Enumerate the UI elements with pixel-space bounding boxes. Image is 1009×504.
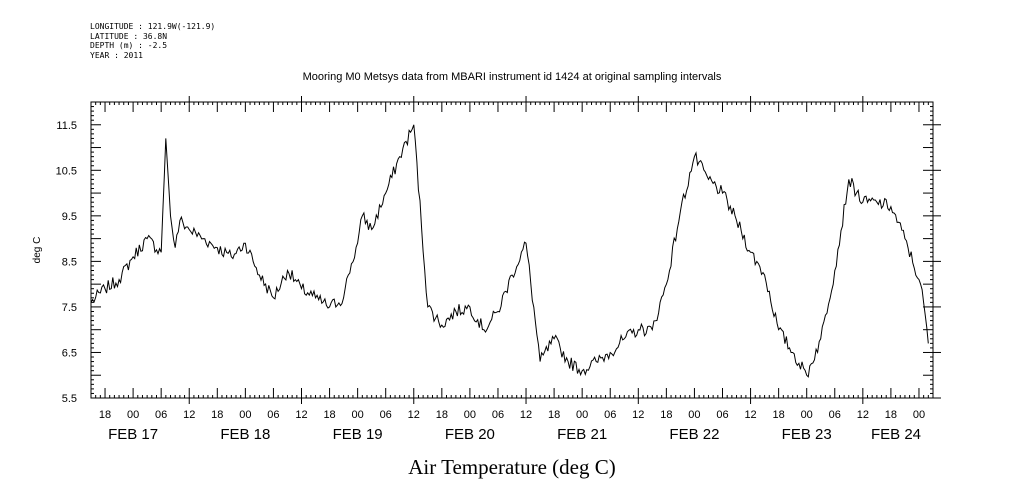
- hour-tick-label: 18: [773, 409, 785, 421]
- y-tick-label: 7.5: [62, 302, 77, 314]
- hour-tick-label: 18: [211, 409, 223, 421]
- hour-tick-label: 00: [801, 409, 813, 421]
- hour-tick-label: 06: [604, 409, 616, 421]
- day-label: FEB 24: [871, 426, 921, 443]
- day-label: FEB 22: [669, 426, 719, 443]
- x-axis-label: Air Temperature (deg C): [408, 455, 615, 479]
- y-tick-label: 6.5: [62, 347, 77, 359]
- hour-tick-label: 00: [352, 409, 364, 421]
- labels-layer: 18 00 06 12 18 00 06 12 18 00 06 12 18 00 06 12 18 00 06 12…: [56, 120, 926, 443]
- hour-tick-label: 18: [660, 409, 672, 421]
- y-tick-label: 8.5: [62, 256, 77, 268]
- chart-title: Mooring M0 Metsys data from MBARI instru…: [303, 71, 722, 83]
- hour-tick-label: 12: [857, 409, 869, 421]
- y-tick-label: 11.5: [56, 120, 77, 132]
- day-label: FEB 23: [782, 426, 832, 443]
- hour-tick-label: 18: [436, 409, 448, 421]
- hour-tick-label: 18: [885, 409, 897, 421]
- y-tick-label: 5.5: [62, 393, 77, 405]
- hour-tick-label: 00: [464, 409, 476, 421]
- hour-tick-label: 18: [323, 409, 335, 421]
- plot-frame: [90, 101, 934, 399]
- hour-tick-label: 00: [688, 409, 700, 421]
- hour-tick-label: 00: [913, 409, 925, 421]
- y-axis-label: deg C: [32, 237, 43, 264]
- depth-label: DEPTH (m) : -2.5: [90, 41, 168, 50]
- hour-tick-label: 18: [99, 409, 111, 421]
- day-label: FEB 20: [445, 426, 495, 443]
- metadata-block: LONGITUDE : 121.9W(-121.9) LATITUDE : 36…: [90, 22, 215, 60]
- day-label: FEB 17: [108, 426, 158, 443]
- hour-tick-label: 00: [576, 409, 588, 421]
- hour-tick-label: 00: [239, 409, 251, 421]
- hour-tick-label: 06: [267, 409, 279, 421]
- hour-tick-label: 06: [829, 409, 841, 421]
- hour-tick-label: 12: [744, 409, 756, 421]
- series-line: [90, 124, 929, 378]
- hour-tick-label: 12: [183, 409, 195, 421]
- day-label: FEB 18: [220, 426, 270, 443]
- hour-tick-label: 12: [632, 409, 644, 421]
- hour-tick-label: 12: [295, 409, 307, 421]
- day-label: FEB 21: [557, 426, 607, 443]
- hour-tick-label: 06: [155, 409, 167, 421]
- latitude-label: LATITUDE : 36.8N: [90, 31, 168, 41]
- day-label: FEB 19: [333, 426, 383, 443]
- hour-tick-label: 18: [548, 409, 560, 421]
- hour-tick-label: 06: [380, 409, 392, 421]
- hour-tick-label: 12: [408, 409, 420, 421]
- longitude-label: LONGITUDE : 121.9W(-121.9): [90, 22, 216, 31]
- y-tick-label: 9.5: [62, 211, 77, 223]
- hour-tick-label: 06: [716, 409, 728, 421]
- hour-tick-label: 12: [520, 409, 532, 421]
- hour-tick-label: 00: [127, 409, 139, 421]
- hour-tick-label: 06: [492, 409, 504, 421]
- year-label: YEAR : 2011: [90, 50, 143, 60]
- ticks-layer: [90, 96, 941, 404]
- y-tick-label: 10.5: [56, 165, 77, 177]
